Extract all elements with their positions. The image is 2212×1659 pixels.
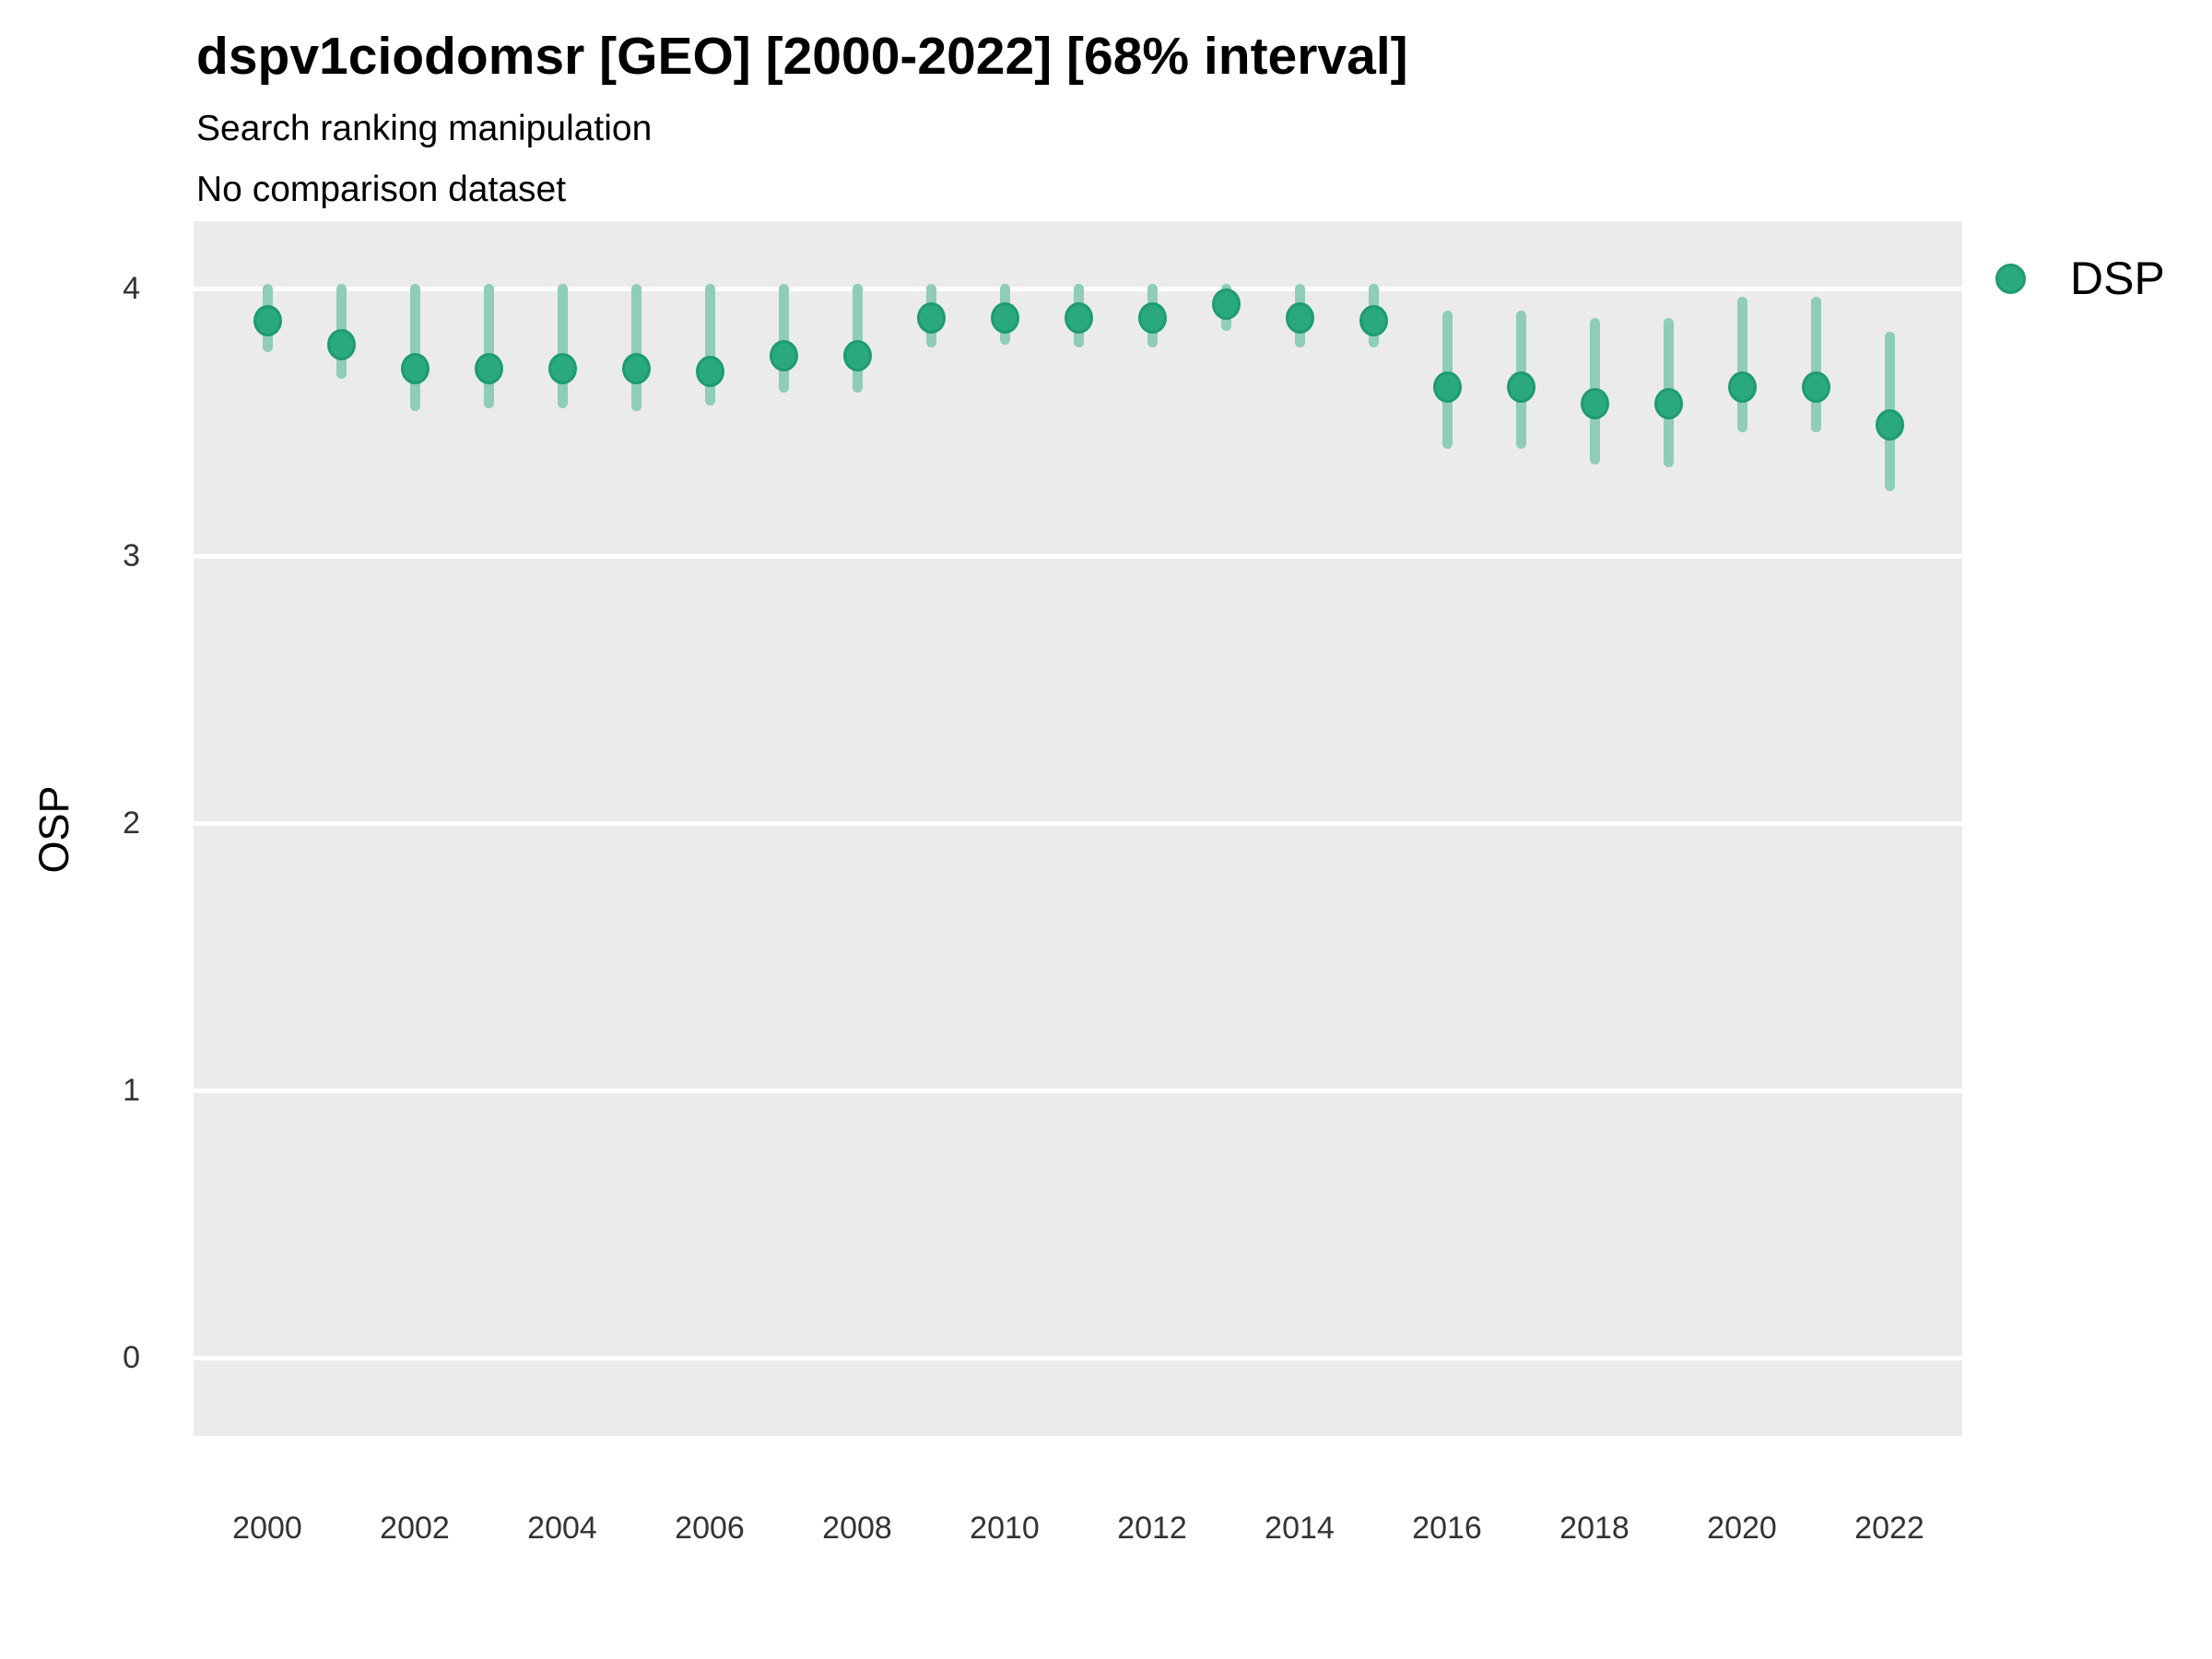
data-point-2004 bbox=[547, 353, 577, 384]
legend-dsp-marker-icon bbox=[1995, 264, 2026, 294]
x-tick-label-2016: 2016 bbox=[1412, 1511, 1482, 1546]
y-tick-label-4: 4 bbox=[123, 271, 140, 306]
data-point-2020 bbox=[1727, 371, 1757, 404]
interval-bar-2007 bbox=[778, 283, 789, 393]
data-point-2010 bbox=[990, 301, 1019, 334]
interval-bar-2002 bbox=[409, 283, 420, 412]
x-tick-label-2012: 2012 bbox=[1117, 1511, 1187, 1546]
data-point-2000 bbox=[253, 304, 282, 336]
gridline-y-1 bbox=[194, 1088, 1962, 1093]
y-tick-label-2: 2 bbox=[123, 806, 140, 841]
data-point-2012 bbox=[1137, 301, 1167, 334]
interval-bar-2008 bbox=[852, 283, 863, 393]
data-point-2016 bbox=[1432, 371, 1462, 404]
data-point-2013 bbox=[1211, 288, 1241, 321]
data-point-2006 bbox=[695, 355, 724, 387]
x-tick-label-2008: 2008 bbox=[822, 1511, 892, 1546]
x-tick-label-2006: 2006 bbox=[675, 1511, 745, 1546]
chart-subtitle-2: No comparison dataset bbox=[196, 170, 567, 209]
chart-title: dspv1ciodomsr [GEO] [2000-2022] [68% int… bbox=[196, 27, 1408, 86]
x-tick-label-2018: 2018 bbox=[1559, 1511, 1630, 1546]
x-tick-label-2004: 2004 bbox=[527, 1511, 597, 1546]
interval-bar-2004 bbox=[557, 283, 568, 409]
y-axis-title: OSP bbox=[30, 785, 77, 874]
data-point-2015 bbox=[1359, 304, 1388, 336]
data-point-2001 bbox=[326, 328, 356, 360]
legend-dsp-label: DSP bbox=[2070, 253, 2165, 304]
y-tick-label-3: 3 bbox=[123, 538, 140, 573]
gridline-y-3 bbox=[194, 553, 1962, 559]
interval-bar-2003 bbox=[483, 283, 494, 409]
data-point-2005 bbox=[621, 353, 651, 384]
y-tick-label-0: 0 bbox=[123, 1340, 140, 1375]
interval-bar-2020 bbox=[1736, 297, 1747, 433]
data-point-2021 bbox=[1801, 371, 1830, 404]
x-tick-label-2000: 2000 bbox=[232, 1511, 302, 1546]
x-tick-label-2014: 2014 bbox=[1265, 1511, 1335, 1546]
data-point-2017 bbox=[1506, 371, 1535, 404]
x-tick-label-2022: 2022 bbox=[1854, 1511, 1924, 1546]
data-point-2019 bbox=[1653, 387, 1683, 419]
interval-bar-2021 bbox=[1810, 297, 1821, 433]
interval-bar-2006 bbox=[704, 283, 715, 406]
data-point-2014 bbox=[1285, 301, 1314, 334]
data-point-2018 bbox=[1580, 387, 1609, 419]
data-point-2007 bbox=[769, 339, 798, 371]
gridline-y-2 bbox=[194, 820, 1962, 826]
y-tick-label-1: 1 bbox=[123, 1073, 140, 1108]
x-tick-label-2020: 2020 bbox=[1707, 1511, 1777, 1546]
chart-subtitle-1: Search ranking manipulation bbox=[196, 109, 653, 148]
plot-panel bbox=[194, 221, 1962, 1436]
data-point-2002 bbox=[400, 353, 429, 384]
interval-bar-2005 bbox=[630, 283, 641, 412]
gridline-y-0 bbox=[194, 1355, 1962, 1360]
x-tick-label-2002: 2002 bbox=[380, 1511, 450, 1546]
data-point-2008 bbox=[842, 339, 872, 371]
x-tick-label-2010: 2010 bbox=[970, 1511, 1040, 1546]
data-point-2011 bbox=[1064, 301, 1093, 334]
data-point-2022 bbox=[1875, 408, 1904, 441]
data-point-2009 bbox=[916, 301, 946, 334]
data-point-2003 bbox=[474, 353, 503, 384]
